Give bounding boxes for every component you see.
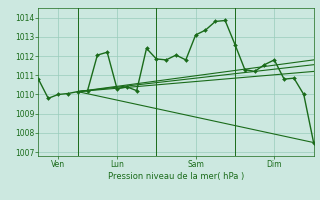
X-axis label: Pression niveau de la mer( hPa ): Pression niveau de la mer( hPa )	[108, 172, 244, 181]
